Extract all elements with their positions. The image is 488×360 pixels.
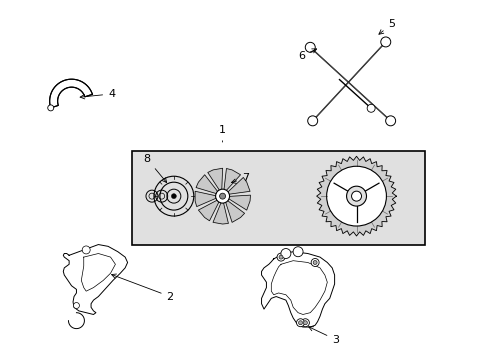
Circle shape xyxy=(292,247,303,257)
Polygon shape xyxy=(195,191,217,207)
Circle shape xyxy=(219,193,225,199)
Circle shape xyxy=(385,116,395,126)
Text: 8: 8 xyxy=(143,154,166,183)
Circle shape xyxy=(298,321,302,325)
Polygon shape xyxy=(63,244,127,315)
Circle shape xyxy=(215,189,229,203)
Circle shape xyxy=(73,302,79,309)
Text: 4: 4 xyxy=(80,89,115,99)
Polygon shape xyxy=(224,199,244,222)
Text: 5: 5 xyxy=(378,19,394,34)
Circle shape xyxy=(351,191,361,201)
Circle shape xyxy=(310,258,319,266)
Circle shape xyxy=(346,186,366,206)
Text: 2: 2 xyxy=(111,274,173,302)
Polygon shape xyxy=(226,177,249,194)
Circle shape xyxy=(277,253,285,261)
Text: 1: 1 xyxy=(219,125,225,142)
Text: 7: 7 xyxy=(231,173,249,183)
Circle shape xyxy=(366,104,374,112)
Circle shape xyxy=(305,42,315,52)
Bar xyxy=(132,151,424,244)
Circle shape xyxy=(48,105,54,111)
Text: 6: 6 xyxy=(298,49,316,61)
Polygon shape xyxy=(198,199,219,221)
Circle shape xyxy=(312,261,317,265)
Circle shape xyxy=(171,194,176,199)
Polygon shape xyxy=(213,201,228,224)
Circle shape xyxy=(307,116,317,126)
Polygon shape xyxy=(316,156,396,236)
Polygon shape xyxy=(196,175,218,194)
Circle shape xyxy=(280,248,290,258)
Polygon shape xyxy=(261,252,334,327)
Polygon shape xyxy=(227,195,250,210)
Circle shape xyxy=(296,319,304,327)
Circle shape xyxy=(279,255,283,259)
Polygon shape xyxy=(207,168,222,192)
Circle shape xyxy=(82,246,90,254)
Polygon shape xyxy=(224,168,240,192)
Polygon shape xyxy=(50,79,92,108)
Circle shape xyxy=(380,37,390,47)
Circle shape xyxy=(303,321,307,325)
Circle shape xyxy=(326,166,386,226)
Text: 3: 3 xyxy=(308,327,339,345)
Circle shape xyxy=(301,319,309,327)
